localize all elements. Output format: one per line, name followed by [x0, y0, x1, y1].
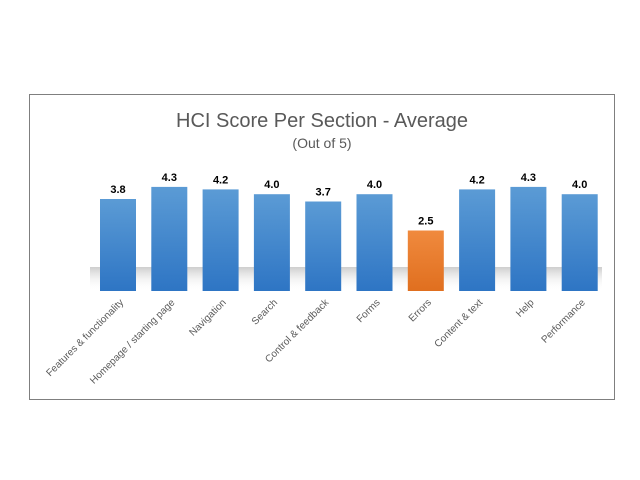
- tick-label-8: Content & text: [433, 297, 486, 350]
- tick-label-6: Forms: [355, 297, 383, 325]
- bar-2: [151, 186, 188, 291]
- bar-3: [202, 189, 239, 291]
- data-label-1: 3.8: [110, 184, 125, 196]
- data-labels-layer: 3.8 4.3 4.2 4.0 3.7 4.0 2.5 4.2 4.3 4.0: [110, 172, 587, 228]
- data-label-5: 3.7: [316, 187, 331, 199]
- bar-7: [407, 230, 444, 291]
- chart-frame: HCI Score Per Section - Average (Out of …: [29, 94, 615, 400]
- data-label-4: 4.0: [264, 179, 279, 191]
- bar-1: [100, 199, 136, 291]
- tick-label-10: Performance: [540, 297, 589, 346]
- data-label-6: 4.0: [367, 179, 382, 191]
- tick-label-2: Homepage / starting page: [88, 297, 177, 386]
- data-label-3: 4.2: [213, 174, 228, 186]
- tick-label-3: Navigation: [188, 297, 229, 338]
- bar-5: [305, 201, 342, 291]
- bar-8: [459, 189, 496, 291]
- chart-subtitle: (Out of 5): [292, 135, 351, 151]
- bar-6: [356, 194, 393, 291]
- data-label-9: 4.3: [521, 172, 536, 184]
- chart-title: HCI Score Per Section - Average: [176, 110, 468, 132]
- tick-label-9: Help: [514, 297, 537, 320]
- bar-chart: HCI Score Per Section - Average (Out of …: [44, 110, 602, 387]
- bars-layer: [100, 186, 598, 291]
- data-label-10: 4.0: [572, 179, 587, 191]
- data-label-8: 4.2: [469, 174, 484, 186]
- bar-9: [510, 186, 547, 291]
- tick-label-7: Errors: [407, 297, 434, 324]
- data-label-7: 2.5: [418, 216, 433, 228]
- data-label-2: 4.3: [162, 172, 177, 184]
- bar-4: [253, 194, 290, 291]
- tick-label-4: Search: [250, 297, 280, 327]
- bar-10: [561, 194, 598, 291]
